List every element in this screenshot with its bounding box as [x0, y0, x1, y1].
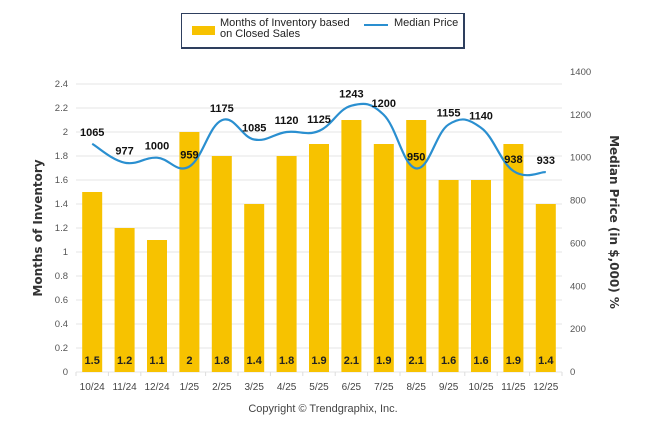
y-tick-label: 2.4 [55, 79, 68, 90]
price-point-label: 1085 [242, 123, 266, 135]
price-point-label: 977 [115, 146, 133, 158]
bar [114, 228, 135, 372]
bar-value-label: 1.8 [214, 355, 229, 367]
y-tick-label: 0 [63, 367, 68, 378]
price-point-label: 1200 [372, 98, 396, 110]
bar [276, 156, 297, 372]
price-point-label: 1065 [80, 127, 104, 139]
x-tick-label: 10/25 [468, 382, 493, 393]
bar-value-label: 1.2 [117, 355, 132, 367]
median-price-line [91, 102, 546, 177]
y-tick-label: 1.2 [55, 223, 68, 234]
price-point-label: 959 [180, 150, 198, 162]
bar [406, 120, 427, 372]
bar [82, 192, 103, 372]
y2-tick-label: 200 [570, 324, 586, 335]
bar-value-label: 2.1 [344, 355, 359, 367]
y-tick-label: 1.4 [55, 199, 68, 210]
x-tick-label: 1/25 [180, 382, 200, 393]
x-tick-label: 5/25 [309, 382, 329, 393]
bar [341, 120, 362, 372]
y2-tick-label: 400 [570, 281, 586, 292]
bar-value-label: 1.6 [441, 355, 456, 367]
legend-bar-label: Months of Inventory based on Closed Sale… [220, 17, 350, 40]
price-point-label: 1243 [339, 89, 363, 101]
copyright-text: Copyright © Trendgraphix, Inc. [248, 403, 398, 415]
x-tick-label: 9/25 [439, 382, 459, 393]
y-tick-label: 0.2 [55, 343, 68, 354]
bar [373, 144, 394, 372]
bar-value-label: 2.1 [409, 355, 424, 367]
bar-value-label: 1.8 [279, 355, 294, 367]
chart-legend: Months of Inventory based on Closed Sale… [181, 13, 465, 49]
bar-value-label: 1.4 [247, 355, 263, 367]
bar-value-label: 1.6 [473, 355, 488, 367]
x-tick-label: 12/25 [533, 382, 558, 393]
y2-tick-label: 1200 [570, 110, 591, 121]
x-tick-label: 10/24 [80, 382, 105, 393]
bar-value-label: 1.4 [538, 355, 554, 367]
y-tick-label: 2 [63, 127, 68, 138]
bar-value-label: 1.9 [506, 355, 521, 367]
price-point-label: 1120 [275, 115, 299, 127]
x-tick-label: 6/25 [342, 382, 362, 393]
y-tick-label: 2.2 [55, 103, 68, 114]
y-tick-label: 0.8 [55, 271, 68, 282]
bar [309, 144, 329, 372]
legend-line-swatch [364, 24, 388, 26]
bar-value-label: 1.9 [311, 355, 326, 367]
bar [438, 180, 459, 372]
bar-value-label: 2 [186, 355, 192, 367]
y-tick-label: 1 [63, 247, 68, 258]
bar [535, 204, 556, 372]
y-tick-label: 1.8 [55, 151, 68, 162]
x-tick-label: 11/25 [501, 382, 526, 393]
price-point-label: 1140 [469, 111, 493, 123]
bar [471, 180, 491, 372]
price-point-label: 1125 [307, 114, 331, 126]
bar [211, 156, 232, 372]
bar [244, 204, 265, 372]
x-tick-label: 4/25 [277, 382, 297, 393]
y2-tick-label: 1400 [570, 67, 591, 78]
x-tick-label: 3/25 [244, 382, 264, 393]
y2-axis-title: Median Price (in $,000) % [607, 135, 621, 309]
price-point-label: 933 [537, 155, 555, 167]
bar [147, 240, 167, 372]
y2-tick-label: 800 [570, 196, 586, 207]
x-tick-label: 2/25 [212, 382, 232, 393]
bar [179, 132, 200, 372]
x-tick-label: 7/25 [374, 382, 394, 393]
price-point-label: 950 [407, 151, 425, 163]
x-tick-label: 8/25 [406, 382, 426, 393]
bar-value-label: 1.5 [85, 355, 100, 367]
x-tick-label: 11/24 [112, 382, 137, 393]
y-tick-label: 0.6 [55, 295, 68, 306]
y-tick-label: 1.6 [55, 175, 68, 186]
legend-line-label: Median Price [394, 17, 459, 29]
price-point-label: 1155 [437, 108, 461, 120]
price-point-label: 938 [504, 154, 522, 166]
bar-value-label: 1.9 [376, 355, 391, 367]
bar [503, 144, 524, 372]
legend-bar-swatch [192, 26, 215, 35]
y-tick-label: 0.4 [55, 319, 68, 330]
y2-tick-label: 600 [570, 238, 586, 249]
y2-tick-label: 0 [570, 367, 575, 378]
x-tick-label: 12/24 [144, 382, 169, 393]
price-point-label: 1175 [210, 103, 234, 115]
y2-tick-label: 1000 [570, 153, 591, 164]
price-point-label: 1000 [145, 141, 169, 153]
bar-value-label: 1.1 [149, 355, 164, 367]
y-axis-title: Months of Inventory [31, 159, 45, 296]
